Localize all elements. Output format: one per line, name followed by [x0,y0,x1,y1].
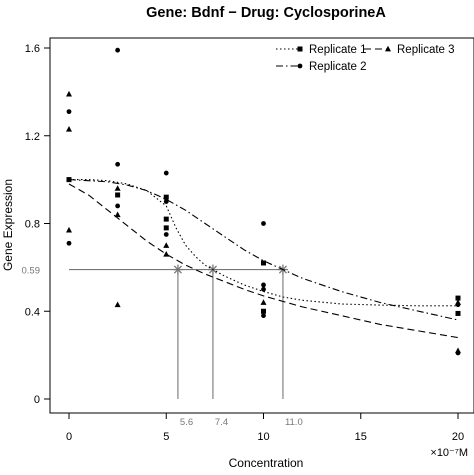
legend-label: Replicate 3 [397,44,455,56]
reference-level-label: 0.59 [22,266,41,277]
x-unit-label: ×10⁻⁷M [430,447,468,459]
crossing-label: 5.6 [180,417,193,428]
point-replicate-2 [163,232,169,237]
point-replicate-1 [163,194,169,200]
x-tick-label: 15 [355,431,367,443]
point-replicate-2 [163,170,169,176]
point-replicate-1 [115,192,121,198]
point-replicate-3 [114,301,121,308]
point-replicate-1 [455,295,461,301]
point-replicate-2 [115,161,121,167]
x-tick-label: 0 [66,431,72,443]
crossing-label: 11.0 [285,417,303,428]
legend-label: Replicate 2 [309,61,367,73]
axes: 0 5 10 15 20 0 0.4 0.8 1.2 1.6 [25,43,464,443]
x-tick-label: 10 [257,431,269,443]
point-replicate-2 [115,47,121,53]
y-tick-label: 0 [34,394,40,406]
y-tick-label: 1.2 [25,131,40,143]
point-replicate-2 [66,109,72,115]
point-replicate-3 [66,90,72,97]
fitted-curves [68,179,459,339]
y-axis-label: Gene Expression [1,179,15,271]
y-tick-label: 0.4 [25,306,40,318]
point-replicate-2 [261,313,266,319]
point-replicate-2 [163,199,169,204]
point-replicate-3 [66,226,72,233]
plot-frame [49,37,474,414]
x-tick-label: 5 [163,431,169,443]
reference-lines: 0.59 5.6 7.4 11.0 [22,264,303,428]
point-replicate-2 [261,282,266,288]
point-replicate-1 [163,216,169,222]
point-replicate-3 [260,299,267,305]
point-replicate-3 [163,251,170,257]
point-replicate-2 [66,240,72,246]
point-replicate-2 [261,286,266,292]
crossing-label: 7.4 [215,417,228,428]
point-replicate-1 [455,310,461,316]
point-replicate-3 [114,211,121,218]
legend: Replicate 1 Replicate 2 Replicate 3 [276,44,455,73]
crossing-marker-stroke [173,265,182,274]
point-replicate-3 [66,125,72,132]
curve-replicate-3 [68,183,459,339]
point-replicate-2 [115,203,121,209]
legend-item-replicate-1: Replicate 1 [276,44,367,56]
point-replicate-3 [455,299,461,305]
point-replicate-3 [114,185,121,191]
y-tick-label: 0.8 [25,219,40,231]
legend-marker [297,63,303,69]
data-points [66,47,461,356]
legend-label: Replicate 1 [309,44,367,56]
crossing-marker [172,264,183,275]
chart-title: Gene: Bdnf − Drug: CyclosporineA [146,5,386,21]
point-replicate-1 [163,225,169,231]
point-replicate-1 [261,260,266,266]
legend-item-replicate-2: Replicate 2 [276,61,367,73]
point-replicate-2 [261,221,266,226]
point-replicate-3 [455,347,461,354]
point-replicate-1 [261,308,266,314]
x-axis-label: Concentration [229,456,304,470]
legend-marker [385,45,391,52]
legend-item-replicate-3: Replicate 3 [364,44,455,56]
point-replicate-3 [163,242,170,248]
legend-marker [297,46,303,52]
x-tick-label: 20 [452,431,464,443]
curve-replicate-2 [68,179,459,321]
point-replicate-2 [66,177,72,183]
y-tick-label: 1.6 [25,43,40,55]
